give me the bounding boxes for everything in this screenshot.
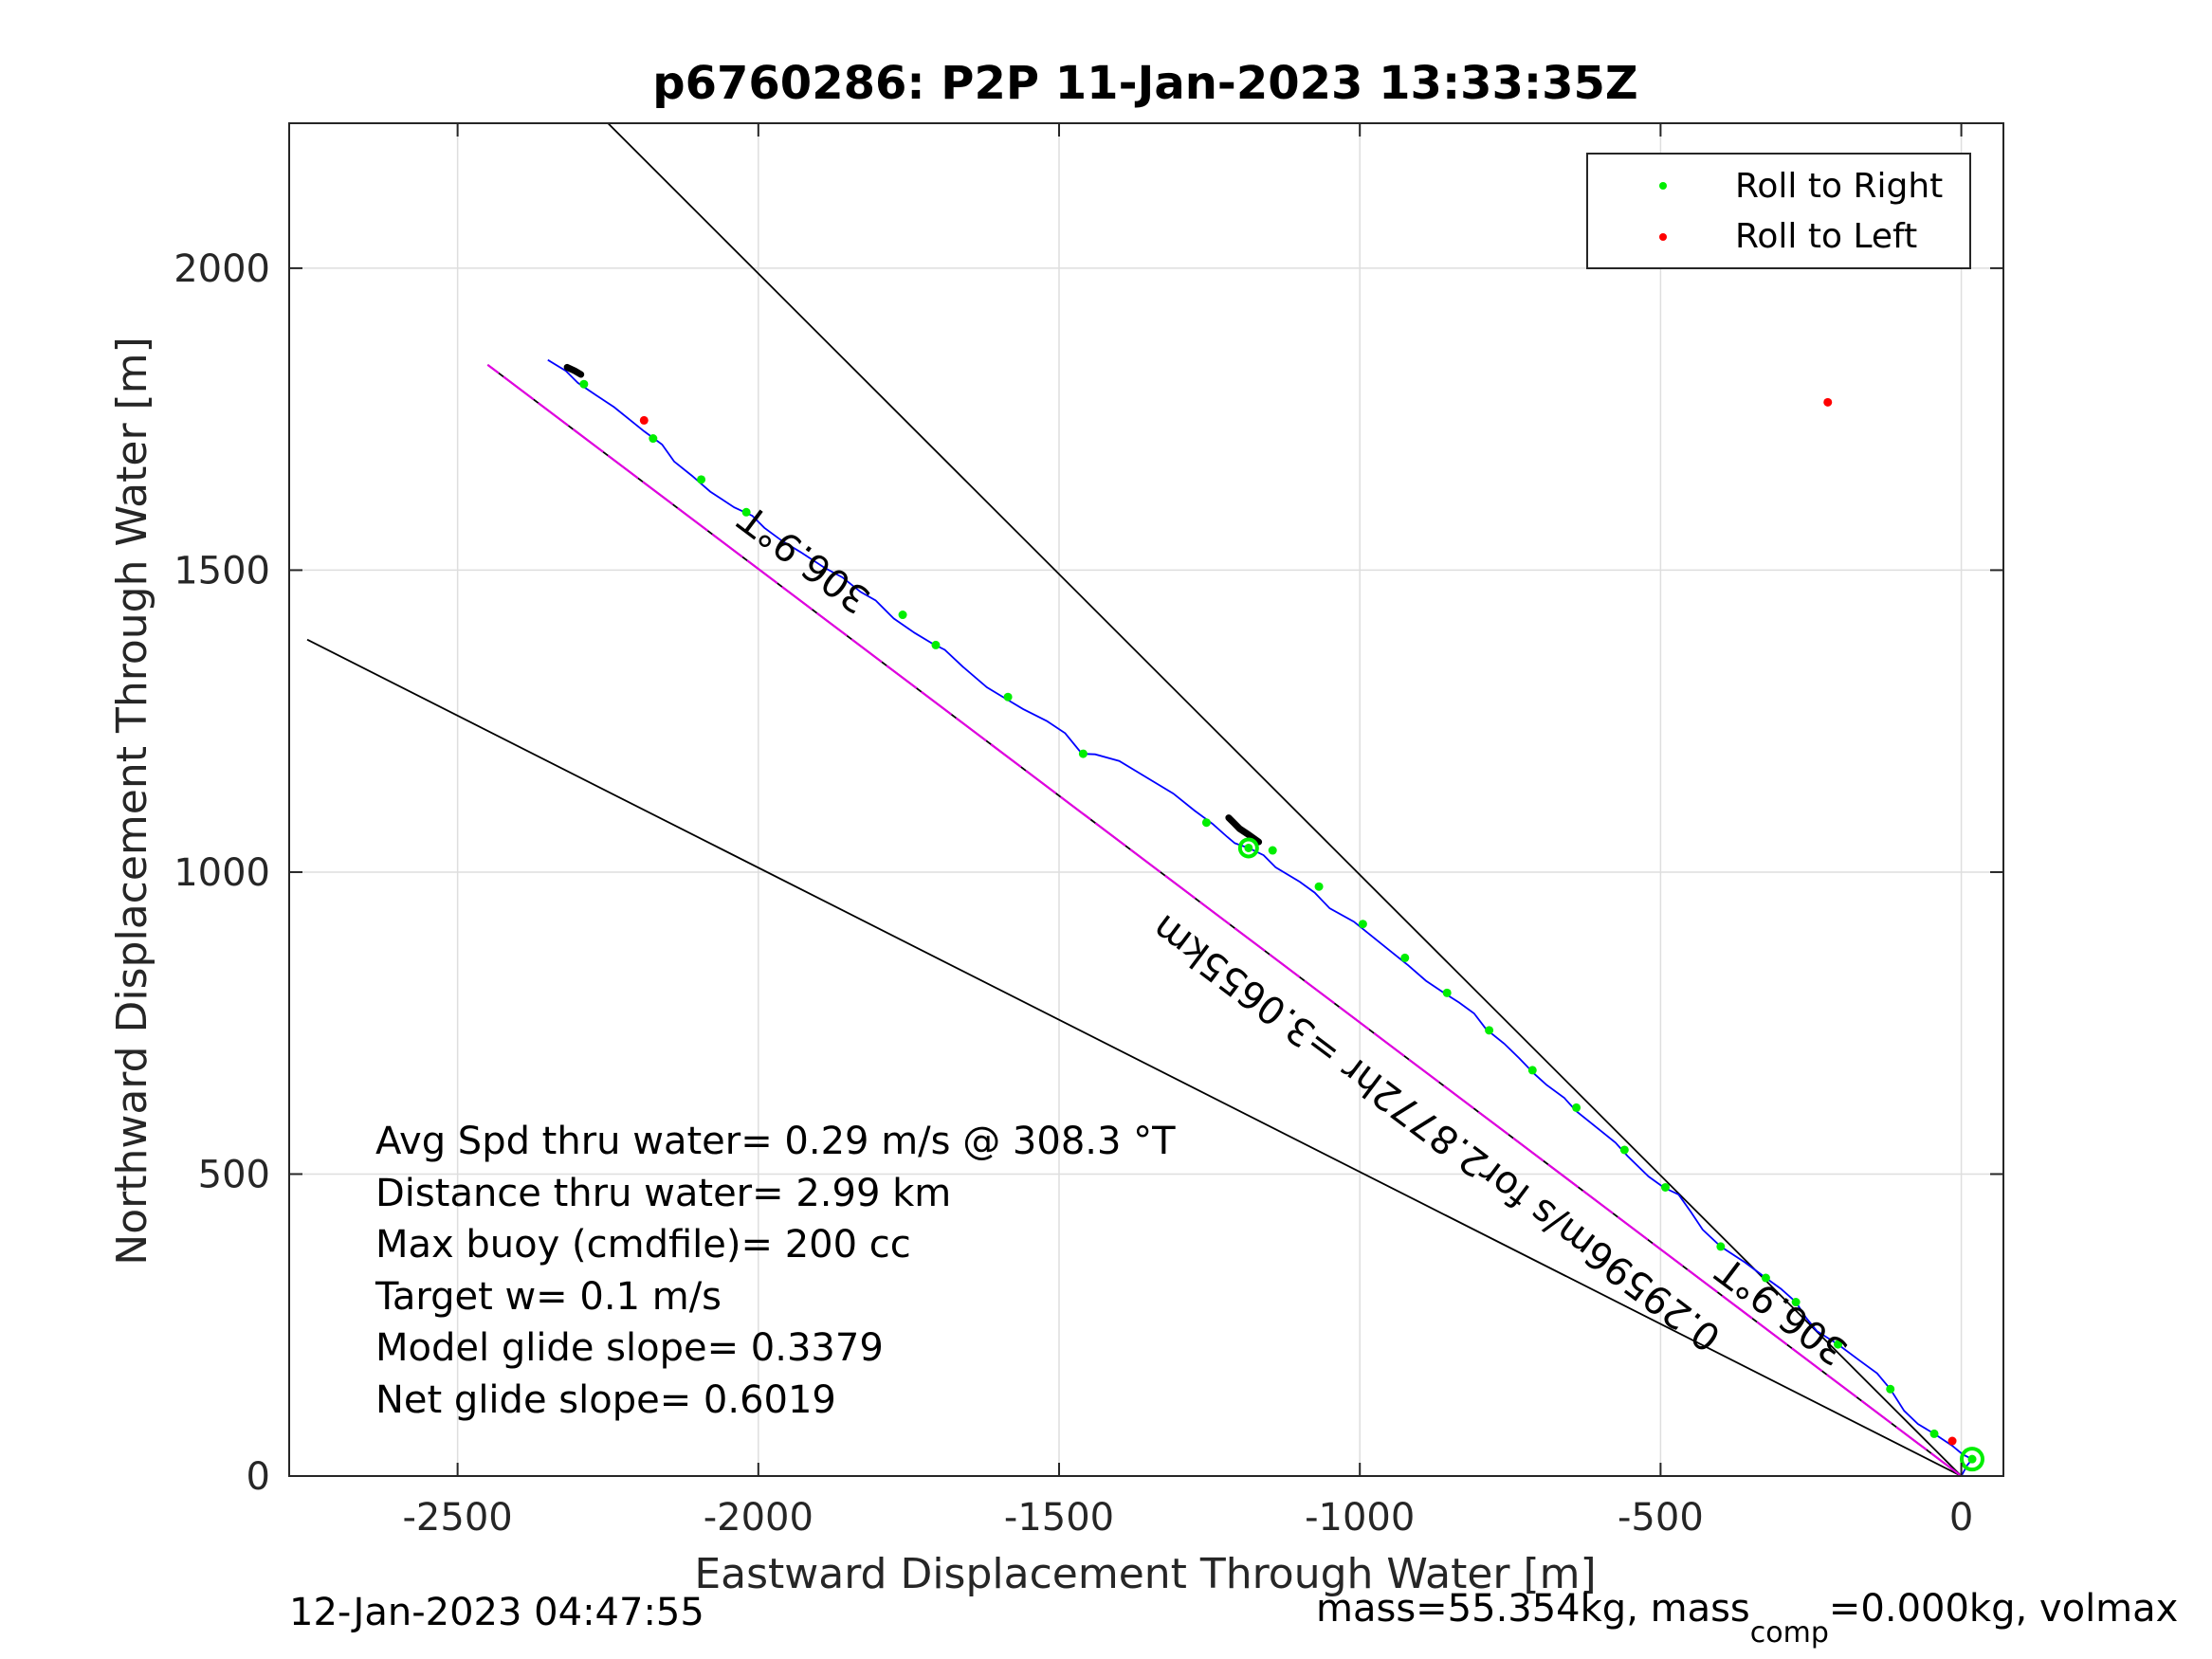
footer-mass-text: mass=55.354kg, mass: [1316, 1587, 1750, 1631]
y-tick-label: 0: [247, 1455, 270, 1499]
stats-block: Avg Spd thru water= 0.29 m/s @ 308.3 °T …: [375, 1120, 1176, 1422]
roll-right-point: [1442, 988, 1452, 997]
roll-right-point: [1527, 1066, 1537, 1075]
legend-label-roll-left: Roll to Left: [1735, 217, 1917, 256]
footer-mass: mass=55.354kg, masscomp=0.000kg, volmax: [1316, 1587, 2178, 1650]
roll-left-point: [1947, 1436, 1957, 1446]
y-tick-label: 2000: [174, 247, 270, 291]
roll-right-point: [1716, 1242, 1726, 1251]
reference-lines: [306, 123, 1963, 1476]
roll-right-point: [649, 434, 658, 444]
roll-right-point: [1967, 1454, 1977, 1464]
track-line: [547, 358, 1974, 1476]
x-tick-label: -2000: [704, 1496, 814, 1540]
roll-right-point: [1660, 1182, 1670, 1192]
roll-right-point: [1886, 1384, 1895, 1394]
x-tick-label: -2500: [403, 1496, 513, 1540]
legend-label-roll-right: Roll to Right: [1735, 167, 1943, 206]
roll-right-point: [931, 640, 941, 649]
roll-right-point: [1834, 1340, 1843, 1349]
roll-right-point: [1078, 749, 1088, 758]
roll-right-point: [1619, 1145, 1629, 1155]
surface-segment: [563, 363, 585, 378]
roll-right-point: [1485, 1026, 1494, 1035]
roll-right-point: [1929, 1429, 1939, 1438]
roll-right-point: [1201, 818, 1211, 828]
roll-right-point: [1003, 692, 1013, 702]
stat-avg-speed: Avg Spd thru water= 0.29 m/s @ 308.3 °T: [375, 1120, 1176, 1163]
plot-frame: [288, 122, 2004, 1477]
surface-marker: [1237, 837, 1259, 859]
roll-right-point: [1358, 920, 1367, 929]
y-tick-label: 1000: [174, 851, 270, 895]
track-layer: [547, 358, 1985, 1476]
plot-area: [289, 123, 2003, 1476]
roll-right-point: [579, 379, 589, 389]
footer-mass-sub: comp: [1750, 1616, 1829, 1650]
roll-right-point: [1268, 846, 1277, 855]
stat-distance: Distance thru water= 2.99 km: [375, 1172, 951, 1215]
roll-right-point: [1791, 1298, 1801, 1307]
roll-right-point: [697, 475, 706, 484]
reference-line: [306, 638, 1962, 1476]
y-tick-label: 500: [198, 1153, 270, 1196]
x-tick-label: 0: [1949, 1496, 1973, 1540]
roll-left-point: [1823, 397, 1833, 407]
footer-timestamp: 12-Jan-2023 04:47:55: [289, 1591, 704, 1634]
roll-right-point: [1572, 1103, 1581, 1112]
roll-right-point: [1244, 843, 1253, 852]
y-tick-label: 1500: [174, 549, 270, 592]
stat-target-w: Target w= 0.1 m/s: [375, 1275, 722, 1319]
stat-net-glide: Net glide slope= 0.6019: [375, 1378, 836, 1422]
legend-marker-roll-left: [1659, 233, 1667, 241]
chart-title: p6760286: P2P 11-Jan-2023 13:33:35Z: [652, 57, 1637, 110]
axis-ticks: -2500 -2000 -1500 -1000 -500 0 0 500 1000 1500 200…: [174, 123, 2003, 1540]
legend-box: [1586, 153, 1971, 269]
stat-max-buoy: Max buoy (cmdfile)= 200 cc: [375, 1223, 911, 1267]
legend: Roll to Right Roll to Left: [1586, 153, 1971, 269]
x-tick-label: -1500: [1004, 1496, 1114, 1540]
stat-model-glide: Model glide slope= 0.3379: [375, 1326, 884, 1370]
x-axis-label: Eastward Displacement Through Water [m]: [694, 1550, 1596, 1598]
x-tick-label: -1000: [1305, 1496, 1415, 1540]
roll-right-point: [1761, 1273, 1770, 1283]
surface-segment: [1225, 814, 1263, 846]
roll-right-point: [898, 611, 907, 620]
x-tick-label: -500: [1618, 1496, 1704, 1540]
roll-right-point: [1400, 953, 1410, 962]
roll-left-point: [639, 415, 649, 425]
legend-marker-roll-right: [1659, 182, 1667, 190]
roll-right-point: [1314, 882, 1324, 891]
start-marker: [1960, 1447, 1985, 1472]
y-axis-label: Northward Displacement Through Water [m]: [108, 337, 156, 1265]
reference-line: [607, 123, 1963, 1476]
footer-mass-rest: =0.000kg, volmax: [1829, 1587, 2178, 1631]
roll-right-point: [741, 507, 751, 517]
reference-line: [486, 363, 1963, 1476]
